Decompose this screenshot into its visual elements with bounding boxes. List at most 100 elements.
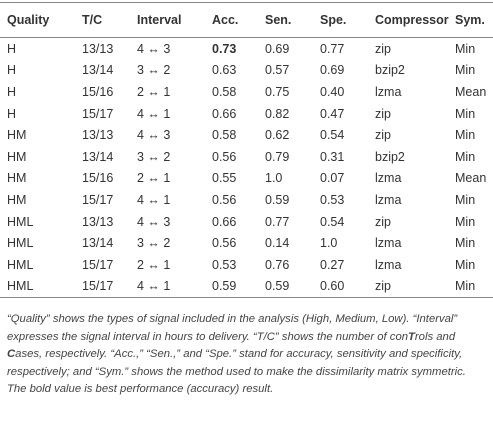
table-cell: 15/17 (82, 279, 114, 294)
table-cell: Min (455, 128, 476, 143)
column-header: Interval (137, 13, 182, 27)
table-cell: 0.54 (320, 214, 345, 229)
table-cell: 0.77 (320, 41, 345, 56)
table-cell: HM (7, 128, 27, 143)
table-cell: 0.56 (212, 236, 237, 251)
table-cell: 0.69 (320, 63, 345, 78)
table-cell: 0.31 (320, 149, 345, 164)
table-cell: lzma (375, 257, 402, 272)
table-cell: H (7, 41, 17, 56)
table-cell: 0.54 (320, 128, 345, 143)
table-cell: HM (7, 192, 27, 207)
table-cell: 13/13 (82, 41, 114, 56)
table-cell: Min (455, 149, 476, 164)
footnote-run: T (408, 330, 415, 343)
footnote-text: “Quality” shows the types of signal incl… (7, 311, 489, 381)
table-cell: 4 ↔ 3 (137, 128, 171, 143)
table-cell: 15/16 (82, 84, 114, 99)
table-cell: 3 ↔ 2 (137, 63, 171, 78)
table-cell: 0.59 (265, 192, 290, 207)
column-header: Acc. (212, 13, 239, 27)
table-row: HML 13/13 4 ↔ 3 0.66 0.77 0.54 zip Min (0, 211, 493, 233)
table-cell: 13/13 (82, 214, 114, 229)
table-row: HM 13/13 4 ↔ 3 0.58 0.62 0.54 zip Min (0, 124, 493, 146)
table-cell: zip (375, 279, 391, 294)
table-cell: 15/17 (82, 257, 114, 272)
table-cell: 2 ↔ 1 (137, 171, 171, 186)
table-cell: 0.66 (212, 214, 237, 229)
table-cell: 4 ↔ 3 (137, 214, 171, 229)
table-cell: 0.59 (265, 279, 290, 294)
table-row: HM 15/17 4 ↔ 1 0.56 0.59 0.53 lzma Min (0, 189, 493, 211)
table-row: HM 13/14 3 ↔ 2 0.56 0.79 0.31 bzip2 Min (0, 146, 493, 168)
table-cell: Min (455, 192, 476, 207)
table-cell: 0.57 (265, 63, 290, 78)
table-cell: 0.75 (265, 84, 290, 99)
table-cell: H (7, 63, 17, 78)
table-cell: Min (455, 106, 476, 121)
table-cell: 0.62 (265, 128, 290, 143)
table-cell: HML (7, 279, 34, 294)
table-cell: 0.07 (320, 171, 345, 186)
table-cell: 0.14 (265, 236, 290, 251)
results-table: Quality T/C Interval Acc. Sen. Spe. Compressor… (0, 2, 493, 298)
table-cell: 13/13 (82, 128, 114, 143)
table-row: HML 15/17 2 ↔ 1 0.53 0.76 0.27 lzma Min (0, 254, 493, 276)
column-header: T/C (82, 13, 103, 27)
table-cell: 4 ↔ 1 (137, 279, 171, 294)
table-cell: 0.60 (320, 279, 345, 294)
table-cell: 4 ↔ 1 (137, 192, 171, 207)
table-cell: 2 ↔ 1 (137, 257, 171, 272)
column-header: Compressor (375, 13, 449, 27)
table-cell: Min (455, 214, 476, 229)
table-cell: 4 ↔ 3 (137, 41, 171, 56)
table-cell: 15/16 (82, 171, 114, 186)
table-cell: 0.53 (212, 257, 237, 272)
table-cell: 0.53 (320, 192, 345, 207)
table-row: H 15/17 4 ↔ 1 0.66 0.82 0.47 zip Min (0, 103, 493, 125)
table-cell: zip (375, 128, 391, 143)
column-header: Sen. (265, 13, 292, 27)
table-cell: HML (7, 236, 34, 251)
column-header: Spe. (320, 13, 347, 27)
table-cell: 0.69 (265, 41, 290, 56)
table-cell: 0.47 (320, 106, 345, 121)
table-cell: Mean (455, 171, 487, 186)
footnote-run: “Quality” shows the types of signal incl… (7, 313, 458, 343)
table-cell: lzma (375, 192, 402, 207)
table-cell: bzip2 (375, 149, 405, 164)
table-cell: 15/17 (82, 106, 114, 121)
column-header: Quality (7, 13, 50, 27)
footnote-run: rols and (414, 330, 456, 343)
table-cell: 2 ↔ 1 (137, 84, 171, 99)
footnote: “Quality” shows the types of signal incl… (7, 311, 489, 399)
table-cell: 0.27 (320, 257, 345, 272)
table-row: HML 13/14 3 ↔ 2 0.56 0.14 1.0 lzma Min (0, 232, 493, 254)
table-cell: 3 ↔ 2 (137, 236, 171, 251)
table-cell: 4 ↔ 1 (137, 106, 171, 121)
table-cell: bzip2 (375, 63, 405, 78)
table-row: H 13/13 4 ↔ 3 0.73 0.69 0.77 zip Min (0, 38, 493, 60)
table-cell: 13/14 (82, 63, 114, 78)
table-cell: 0.58 (212, 128, 237, 143)
table-body: H 13/13 4 ↔ 3 0.73 0.69 0.77 zip Min H 13/14 3 ↔ 2… (0, 38, 493, 298)
table-cell: 0.82 (265, 106, 290, 121)
table-cell: 0.55 (212, 171, 237, 186)
table-cell: HM (7, 171, 27, 186)
table-cell: zip (375, 106, 391, 121)
table-row: HM 15/16 2 ↔ 1 0.55 1.0 0.07 lzma Mean (0, 168, 493, 190)
table-cell: 0.63 (212, 63, 237, 78)
table-cell: 0.56 (212, 149, 237, 164)
table-cell: lzma (375, 84, 402, 99)
table-cell: H (7, 106, 17, 121)
footnote-run: ases, respectively. “Acc.,” “Sen.,” and … (7, 348, 466, 378)
table-cell: HML (7, 214, 34, 229)
table-cell: 13/14 (82, 236, 114, 251)
table-cell: 13/14 (82, 149, 114, 164)
table-cell: 0.73 (212, 41, 237, 56)
table-cell: 0.77 (265, 214, 290, 229)
table-cell: 0.59 (212, 279, 237, 294)
header-row: Quality T/C Interval Acc. Sen. Spe. Compressor… (0, 2, 493, 38)
table-cell: 1.0 (320, 236, 338, 251)
table-cell: 0.66 (212, 106, 237, 121)
